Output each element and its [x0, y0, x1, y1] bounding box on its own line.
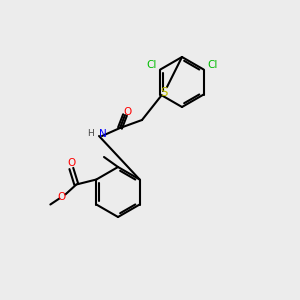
- Text: S: S: [160, 85, 168, 98]
- Text: N: N: [99, 129, 107, 139]
- Text: O: O: [67, 158, 76, 169]
- Text: H: H: [87, 130, 94, 139]
- Text: O: O: [124, 107, 132, 117]
- Text: Cl: Cl: [207, 59, 217, 70]
- Text: Cl: Cl: [146, 59, 157, 70]
- Text: O: O: [57, 193, 65, 202]
